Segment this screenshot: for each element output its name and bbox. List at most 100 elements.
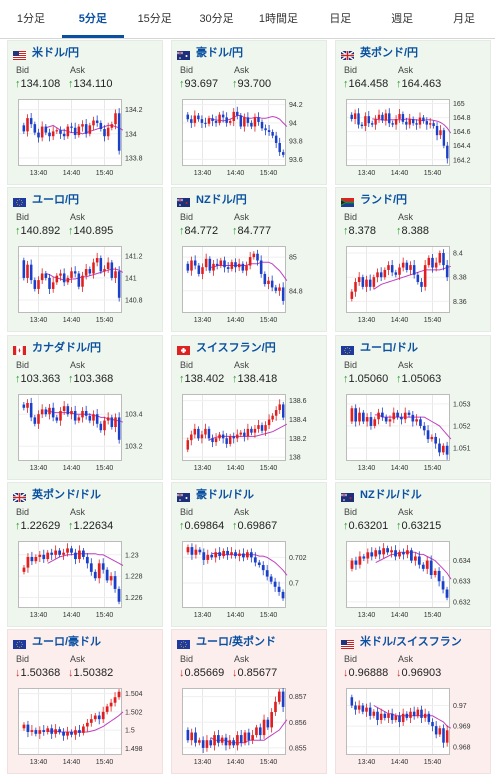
rate-tile[interactable]: ユーロ/円 Bid Ask ↑140.892 ↑140.895 13:40 14:40 15:… (7, 187, 163, 333)
y-tick-label: 8.36 (453, 299, 467, 306)
candle-body (387, 713, 390, 719)
currency-pair-link[interactable]: 英ポンド/円 (360, 47, 419, 59)
candle-body (186, 439, 190, 450)
currency-pair-link[interactable]: ユーロ/ドル (360, 341, 419, 354)
candle-body (437, 570, 441, 582)
mini-candlestick-chart[interactable]: 13:40 14:40 15:40 0.97 0.969 0.968 (346, 688, 484, 771)
currency-pair-link[interactable]: ユーロ/円 (32, 194, 80, 207)
tab-2[interactable]: 5分足 (61, 0, 124, 38)
tab-3[interactable]: 15分足 (124, 0, 186, 38)
candle-body (379, 272, 383, 278)
candle-body (374, 550, 378, 557)
mini-candlestick-chart[interactable]: 13:40 14:40 15:40 1.504 1.502 1.5 1.498 (18, 688, 156, 771)
mini-candlestick-chart[interactable]: 13:40 14:40 15:40 85 84.8 (182, 246, 320, 329)
mini-candlestick-chart[interactable]: 13:40 14:40 15:40 103.4 103.2 (18, 393, 156, 477)
candle-body (357, 113, 360, 125)
bid-value: 84.772 (184, 225, 219, 238)
rate-tile[interactable]: スイスフラン/円 Bid Ask ↑138.402 ↑138.418 13:40 14:40… (171, 334, 327, 480)
mini-candlestick-chart[interactable]: 13:40 14:40 15:40 165 164.8 164.6 164.4 164.2 (346, 99, 484, 182)
rate-tile[interactable]: NZドル/ドル Bid Ask ↑0.63201 ↑0.63215 13:40 14:40 1… (335, 481, 491, 627)
currency-pair-link[interactable]: 米ドル/スイスフラン (360, 636, 462, 649)
currency-pair-link[interactable]: カナダドル/円 (32, 341, 102, 354)
currency-pair-link[interactable]: NZドル/円 (196, 194, 247, 207)
ask-value: 0.85677 (237, 667, 278, 680)
candle-body (214, 121, 218, 123)
rate-tile[interactable]: ランド/円 Bid Ask ↑8.378 ↑8.388 13:40 14:40 15:40 8.… (335, 187, 491, 333)
rate-tile[interactable]: ユーロ/豪ドル Bid Ask ↓1.50368 ↓1.50382 13:40 14:40 1… (7, 629, 163, 774)
currency-pair-link[interactable]: NZドル/ドル (360, 488, 422, 501)
candle-body (220, 737, 224, 743)
x-tick-label: 14:40 (63, 317, 81, 324)
candle-body (434, 436, 438, 444)
candle-body (26, 724, 30, 733)
mini-candlestick-chart[interactable]: 13:40 14:40 15:40 138.6 138.4 138.2 138 (182, 393, 320, 477)
rate-tile[interactable]: NZドル/円 Bid Ask ↑84.772 ↑84.777 13:40 14:40 15:4… (171, 187, 327, 333)
candle-body (438, 443, 441, 452)
arrow-up-icon: ↑ (15, 78, 21, 90)
currency-pair-link[interactable]: 豪ドル/円 (196, 47, 244, 59)
mini-candlestick-chart[interactable]: 13:40 14:40 15:40 94.2 94 93.8 93.6 (182, 99, 320, 182)
candle-body (84, 269, 88, 276)
rate-tile[interactable]: ユーロ/英ポンド Bid Ask ↓0.85669 ↓0.85677 13:40 14:40… (171, 629, 327, 774)
candle-body (364, 116, 367, 127)
rate-tile[interactable]: 米ドル/スイスフラン Bid Ask ↓0.96888 ↓0.96903 13:40 14:… (335, 629, 491, 774)
candle-body (190, 260, 193, 271)
currency-pair-link[interactable]: スイスフラン/円 (196, 341, 276, 354)
mini-candlestick-chart[interactable]: 13:40 14:40 15:40 0.634 0.633 0.632 (346, 540, 484, 624)
candle-body (33, 124, 37, 133)
rate-tile[interactable]: 豪ドル/ドル Bid Ask ↑0.69864 ↑0.69867 13:40 14:40 15… (171, 481, 327, 627)
candle-body (438, 728, 442, 735)
arrow-down-icon: ↓ (232, 667, 238, 680)
candle-body (26, 264, 29, 279)
rate-tile[interactable]: 英ポンド/ドル Bid Ask ↑1.22629 ↑1.22634 13:40 14:40 1… (7, 481, 163, 627)
candle-body (376, 272, 379, 278)
currency-pair-link[interactable]: 豪ドル/ドル (196, 488, 255, 501)
au-flag-icon (177, 47, 190, 60)
mini-candlestick-chart[interactable]: 13:40 14:40 15:40 0.702 0.7 (182, 540, 320, 624)
candle-body (37, 132, 40, 138)
candle-body (267, 280, 270, 285)
candle-body (251, 735, 254, 741)
tab-5[interactable]: 1時間足 (248, 0, 310, 38)
chart-svg: 13:40 14:40 15:40 0.702 0.7 (182, 540, 307, 619)
bid-value: 1.22629 (20, 519, 61, 532)
rate-tile[interactable]: 米ドル/円 Bid Ask ↑134.108 ↑134.110 13:40 14:40 15:… (7, 40, 163, 185)
currency-pair-link[interactable]: ランド/円 (360, 194, 408, 207)
x-tick-label: 15:40 (424, 465, 442, 472)
mini-candlestick-chart[interactable]: 13:40 14:40 15:40 8.4 8.38 8.36 (346, 246, 484, 329)
y-tick-label: 0.855 (289, 746, 307, 753)
candle-body (117, 588, 121, 602)
rate-tile[interactable]: 豪ドル/円 Bid Ask ↑93.697 ↑93.700 13:40 14:40 15:40… (171, 40, 327, 185)
currency-pair-link[interactable]: 米ドル/円 (32, 47, 80, 59)
mini-candlestick-chart[interactable]: 13:40 14:40 15:40 141.2 141 140.8 (18, 246, 156, 329)
candle-body (101, 563, 105, 570)
y-tick-label: 0.97 (453, 703, 467, 710)
rate-tile[interactable]: ユーロ/ドル Bid Ask ↑1.05060 ↑1.05063 13:40 14:40 15… (335, 334, 491, 480)
us-flag-icon (341, 636, 354, 650)
tab-4[interactable]: 30分足 (186, 0, 248, 38)
ch-flag-icon (177, 342, 190, 355)
candle-body (252, 254, 256, 258)
y-tick-label: 138.2 (289, 435, 307, 442)
arrow-up-icon: ↑ (232, 225, 238, 238)
candle-body (114, 416, 117, 427)
mini-candlestick-chart[interactable]: 13:40 14:40 15:40 1.053 1.052 1.051 (346, 393, 484, 477)
tab-8[interactable]: 月足 (433, 0, 495, 38)
candle-body (73, 410, 77, 421)
tab-7[interactable]: 週足 (371, 0, 433, 38)
mini-candlestick-chart[interactable]: 13:40 14:40 15:40 134.2 134 133.8 (18, 99, 156, 182)
rate-tile[interactable]: カナダドル/円 Bid Ask ↑103.363 ↑103.368 13:40 14:40 1… (7, 334, 163, 480)
mini-candlestick-chart[interactable]: 13:40 14:40 15:40 0.857 0.856 0.855 (182, 688, 320, 771)
ask-label: Ask (398, 506, 414, 517)
currency-pair-link[interactable]: ユーロ/豪ドル (32, 636, 102, 649)
rate-tile[interactable]: 英ポンド/円 Bid Ask ↑164.458 ↑164.463 13:40 14:40 15… (335, 40, 491, 185)
x-tick-label: 15:40 (260, 612, 278, 619)
mini-candlestick-chart[interactable]: 13:40 14:40 15:40 1.23 1.228 1.226 (18, 540, 156, 624)
candle-body (239, 735, 243, 743)
tab-6[interactable]: 日足 (309, 0, 371, 38)
currency-pair-link[interactable]: 英ポンド/ドル (32, 488, 102, 501)
tab-1[interactable]: 1分足 (0, 0, 62, 38)
arrow-up-icon: ↑ (343, 78, 349, 90)
currency-pair-link[interactable]: ユーロ/英ポンド (196, 636, 277, 649)
candle-body (409, 711, 412, 719)
